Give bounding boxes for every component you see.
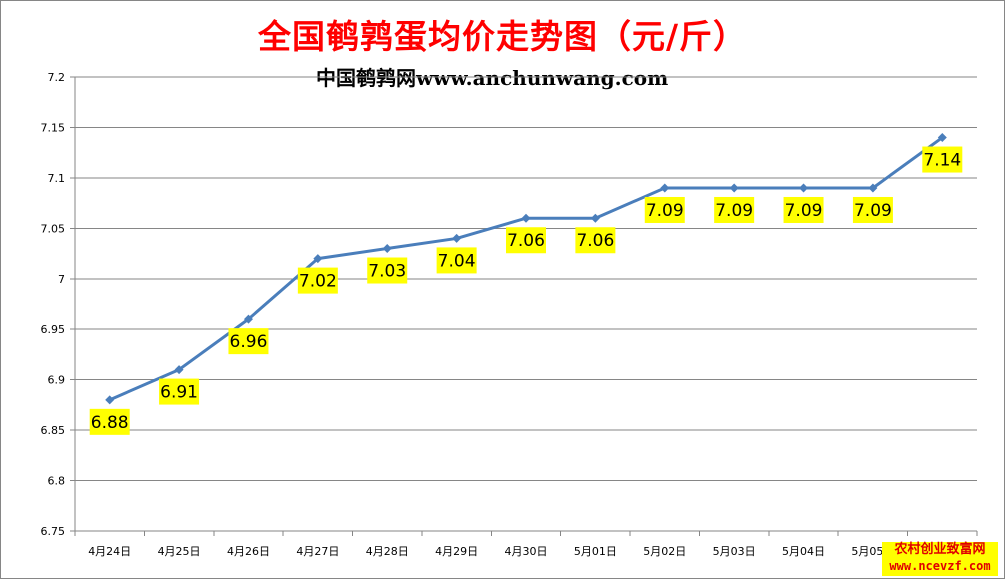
data-point [452, 233, 462, 243]
data-point [105, 395, 115, 405]
data-label-background [922, 146, 963, 173]
data-label: 7.09 [785, 201, 823, 221]
data-label: 6.88 [91, 413, 129, 433]
data-point [313, 254, 323, 264]
data-label-background [783, 196, 824, 223]
data-label: 7.06 [507, 231, 545, 251]
data-point [868, 183, 878, 193]
series-line [109, 136, 944, 402]
y-tick-label: 6.75 [41, 525, 66, 538]
data-label-background [714, 196, 755, 223]
data-point [799, 183, 809, 193]
data-point [243, 314, 253, 324]
x-tick-label: 5月02日 [643, 545, 686, 558]
x-tick-label: 4月24日 [88, 545, 131, 558]
data-label: 7.03 [368, 262, 406, 282]
y-tick-label: 7.2 [48, 71, 66, 84]
x-tick-label: 4月28日 [366, 545, 409, 558]
data-label: 6.96 [230, 332, 268, 352]
chart-title: 全国鹌鹑蛋均价走势图（元/斤） [257, 17, 748, 56]
data-label: 7.09 [715, 201, 753, 221]
y-tick-label: 6.85 [41, 424, 66, 437]
y-tick-label: 6.95 [41, 323, 66, 336]
watermark-badge: 农村创业致富网 www.ncevzf.com [882, 542, 998, 576]
y-tick-label: 7.1 [48, 172, 66, 185]
data-label-background [159, 378, 200, 405]
data-label: 7.02 [299, 272, 337, 292]
data-label-background [297, 267, 338, 294]
data-label-background [644, 196, 685, 223]
x-tick-label: 4月26日 [227, 545, 270, 558]
data-point [729, 183, 739, 193]
watermark-line1: 农村创业致富网 [894, 542, 986, 557]
data-label-background [228, 328, 269, 355]
data-label-background [852, 196, 893, 223]
data-label-background [89, 408, 130, 435]
data-point [590, 213, 600, 223]
data-label-background [575, 227, 616, 254]
x-tick-label: 5月04日 [782, 545, 825, 558]
chart-subtitle: 中国鹌鹑网www.anchunwang.com [316, 66, 669, 90]
y-tick-label: 6.8 [48, 475, 66, 488]
data-label: 7.09 [854, 201, 892, 221]
y-tick-label: 6.9 [48, 374, 66, 387]
y-tick-label: 7 [58, 273, 65, 286]
data-label: 7.04 [438, 251, 476, 271]
data-label: 7.14 [923, 151, 961, 171]
y-tick-label: 7.15 [41, 121, 66, 134]
x-tick-label: 5月01日 [574, 545, 617, 558]
data-label: 7.09 [646, 201, 684, 221]
x-tick-label: 4月29日 [435, 545, 478, 558]
watermark-line2: www.ncevzf.com [889, 559, 991, 573]
data-label-background [506, 227, 546, 254]
y-tick-label: 7.05 [41, 222, 66, 235]
data-point [660, 183, 670, 193]
data-point [174, 365, 184, 375]
data-point [937, 133, 947, 143]
data-label: 7.06 [576, 231, 614, 251]
x-tick-label: 4月25日 [158, 545, 201, 558]
data-point [521, 213, 531, 223]
x-tick-label: 4月30日 [505, 545, 548, 558]
data-label-background [436, 247, 477, 274]
x-tick-label: 4月27日 [296, 545, 339, 558]
data-label-background [367, 257, 408, 284]
data-point [382, 244, 392, 254]
data-label: 6.91 [160, 383, 198, 403]
x-tick-label: 5月03日 [713, 545, 756, 558]
